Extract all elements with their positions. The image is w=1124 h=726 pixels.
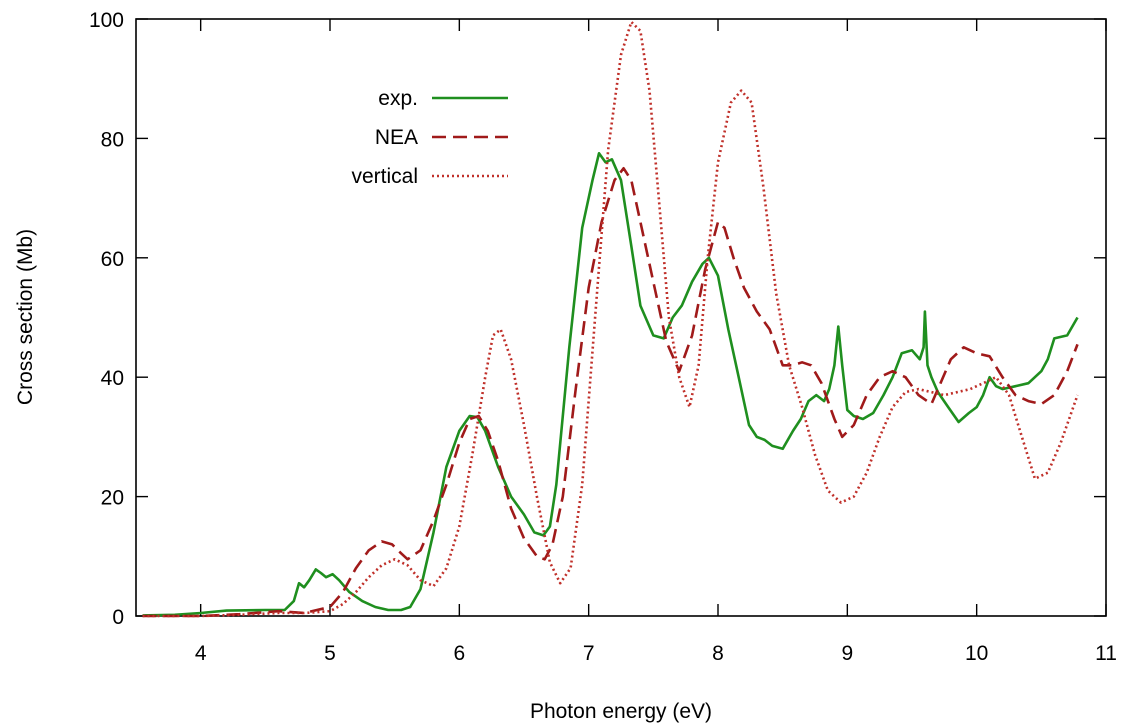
series-line-nea	[142, 167, 1079, 618]
x-tick-label: 10	[965, 642, 988, 665]
series-line-exp-	[142, 152, 1079, 617]
legend-label: vertical	[351, 165, 418, 188]
x-tick-label: 9	[841, 642, 853, 665]
y-tick-label: 80	[101, 128, 124, 151]
legend: exp. NEA vertical	[351, 87, 508, 188]
y-axis-title: Cross section (Mb)	[14, 229, 37, 405]
y-tick-label: 60	[101, 248, 124, 271]
y-tick-label: 20	[101, 487, 124, 510]
y-tick-label: 100	[89, 9, 124, 32]
x-tick-label: 11	[1095, 642, 1117, 665]
axis-ticks	[136, 18, 1107, 617]
x-tick-label: 4	[195, 642, 207, 665]
x-tick-label: 7	[583, 642, 595, 665]
axis-tick-labels: 4 5 6 7 8 9 10 11 0 20 40 60 80 100	[89, 9, 1117, 665]
y-tick-label: 0	[112, 606, 124, 629]
x-tick-label: 5	[324, 642, 336, 665]
y-tick-label: 40	[101, 367, 124, 390]
legend-label: NEA	[375, 126, 418, 149]
x-tick-label: 8	[712, 642, 724, 665]
series-layer	[142, 20, 1079, 618]
x-tick-label: 6	[453, 642, 465, 665]
legend-label: exp.	[378, 87, 418, 110]
x-axis-title: Photon energy (eV)	[530, 700, 712, 723]
series-line-vertical	[142, 20, 1079, 618]
plot-frame	[135, 18, 1107, 617]
